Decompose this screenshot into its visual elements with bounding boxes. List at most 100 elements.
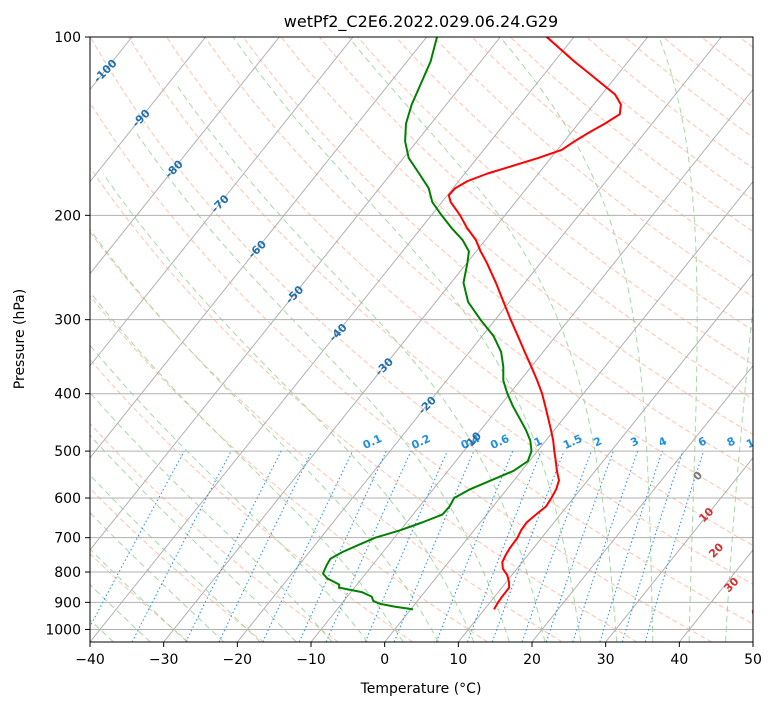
moist-adiabat-line [90, 583, 151, 642]
mixing-ratio-line [218, 450, 313, 642]
x-tick-label: −20 [223, 652, 253, 668]
mixing-ratio-line [185, 450, 282, 642]
dry-adiabat-line [90, 37, 753, 625]
y-tick-label: 1000 [45, 622, 81, 638]
mixing-ratio-label: 1 [532, 434, 544, 449]
y-tick-label: 200 [54, 208, 81, 224]
moist-adiabat-label: 0 [691, 468, 706, 483]
isotherm-label: -20 [416, 394, 439, 417]
mixing-ratio-label: 1.5 [561, 432, 584, 452]
mixing-ratio-line [599, 450, 663, 642]
y-tick-label: 700 [54, 531, 81, 547]
x-axis-title: Temperature (°C) [360, 681, 482, 697]
dry-adiabat-line [90, 166, 638, 642]
moist-adiabat-label: 40 [748, 601, 768, 621]
dry-adiabat-line [357, 37, 753, 366]
moist-adiabat-line [90, 474, 261, 642]
isotherm-line [0, 37, 58, 642]
dry-adiabat-line [90, 422, 339, 642]
y-axis-title: Pressure (hPa) [12, 289, 28, 389]
isotherm-line [90, 37, 207, 183]
mixing-ratio-line [572, 450, 639, 642]
dry-adiabat-line [90, 294, 488, 642]
isotherm-label: -60 [246, 238, 269, 261]
dry-adiabat-line [509, 37, 753, 233]
x-tick-label: 10 [449, 652, 467, 668]
isotherm-label: -80 [163, 157, 186, 180]
mixing-ratio-line [325, 450, 412, 642]
dry-adiabat-line [739, 37, 753, 49]
x-tick-label: −30 [149, 652, 179, 668]
x-axis: −40 −30 −20 −10 0 10 20 30 40 50 [75, 642, 762, 668]
profile-series [322, 37, 622, 611]
isotherm-line [90, 37, 280, 275]
isotherm-line [605, 457, 753, 642]
isotherm-line [531, 364, 753, 642]
y-tick-label: 900 [54, 595, 81, 611]
y-tick-label: 800 [54, 565, 81, 581]
mixing-ratio-label: 6 [696, 434, 709, 449]
moist-adiabat-line [725, 300, 753, 642]
mixing-ratio-line [90, 450, 185, 628]
mixing-ratio-label: 8 [725, 434, 737, 449]
moist-adiabat-line [348, 37, 618, 642]
dry-adiabat-line [395, 37, 753, 331]
moist-adiabat-line [499, 37, 654, 642]
y-tick-label: 300 [54, 313, 81, 329]
chart-title: wetPf2_C2E6.2022.029.06.24.G29 [284, 12, 558, 32]
mixing-ratio-line [467, 450, 542, 642]
dry-adiabat-line [204, 37, 753, 509]
mixing-ratio-label: 0.1 [361, 432, 384, 452]
x-tick-label: 50 [744, 652, 762, 668]
isotherm-line [90, 37, 428, 459]
moist-adiabat-line [135, 132, 510, 642]
moist-adiabat-line [90, 228, 439, 642]
moist-adiabat-line [90, 548, 188, 642]
mixing-ratio-line [364, 450, 448, 642]
moist-adiabat-line [90, 391, 333, 642]
mixing-ratio-label: 4 [656, 434, 669, 449]
isotherm-label: -70 [209, 192, 232, 215]
isotherm-line [90, 37, 354, 367]
temperature-profile-line [447, 37, 622, 610]
isotherm-line [752, 641, 753, 642]
moist-adiabat-line [90, 511, 225, 642]
isotherm-line [90, 37, 575, 642]
mixing-ratio-label: 3 [628, 434, 640, 449]
mixing-ratio-line [545, 450, 614, 642]
isotherm-line [384, 180, 753, 642]
dry-adiabat-line [242, 37, 753, 472]
moist-adiabat-line [90, 434, 297, 642]
dry-adiabat-line [280, 37, 753, 436]
isotherm-line [678, 549, 753, 642]
isotherm-label: -100 [91, 56, 120, 85]
dry-adiabat-line [586, 37, 753, 169]
dry-adiabat-line [90, 553, 190, 642]
moist-adiabat-line [102, 173, 475, 642]
mixing-ratio-line [435, 450, 514, 642]
x-tick-label: 40 [670, 652, 688, 668]
mixing-ratio-label: 0.6 [488, 432, 511, 452]
dry-adiabat-line [90, 487, 264, 642]
mixing-ratio-line [521, 450, 592, 642]
dry-adiabat-line [90, 101, 712, 642]
y-tick-label: 400 [54, 387, 81, 403]
x-tick-label: 0 [380, 652, 389, 668]
isotherm-label: -50 [283, 283, 306, 306]
mixing-ratio-line [491, 450, 565, 642]
moist-adiabat-label: 30 [722, 575, 742, 595]
moist-adiabat-line [762, 37, 775, 642]
mixing-ratio-line [393, 450, 475, 642]
mixing-ratio-line [621, 450, 684, 642]
moist-adiabat-line [232, 37, 582, 642]
moist-adiabat-line [175, 83, 546, 642]
isotherm-line [310, 88, 753, 642]
y-axis: 100 200 300 400 500 600 700 800 900 1000 [45, 30, 90, 638]
mixing-ratio-line [644, 450, 705, 642]
y-tick-label: 600 [54, 491, 81, 507]
dry-adiabat-line [90, 358, 414, 642]
moist-adiabat-line [90, 291, 404, 642]
isotherm-line [90, 37, 501, 551]
y-tick-label: 500 [54, 444, 81, 460]
